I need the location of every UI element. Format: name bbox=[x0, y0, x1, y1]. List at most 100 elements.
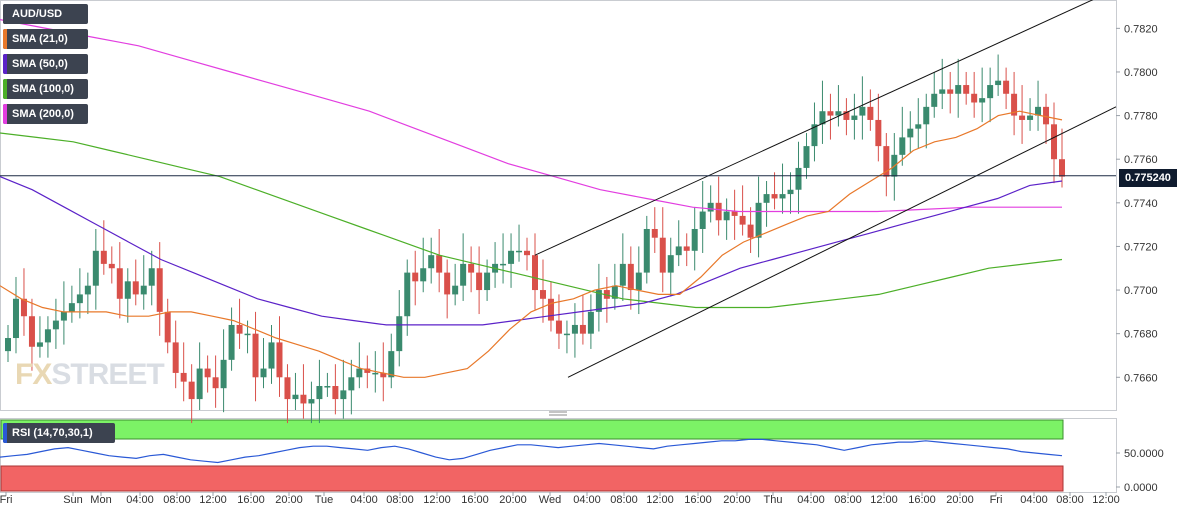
candle-body bbox=[284, 377, 291, 400]
candle-body bbox=[795, 167, 802, 190]
legend-sma-200[interactable]: SMA (200,0) bbox=[3, 104, 88, 124]
candle-body bbox=[579, 324, 586, 334]
candle-body bbox=[204, 368, 211, 378]
sma-100-label: SMA (100,0) bbox=[12, 83, 74, 95]
candle-body bbox=[643, 228, 650, 273]
candle-body bbox=[420, 268, 427, 282]
candle-body bbox=[707, 202, 714, 212]
candle-body bbox=[755, 202, 762, 238]
x-tick-label: 20:00 bbox=[275, 494, 303, 506]
candle-body bbox=[923, 106, 930, 125]
candle-body bbox=[164, 311, 171, 343]
candle-body bbox=[1019, 115, 1026, 120]
candle-body bbox=[428, 255, 435, 269]
candle-body bbox=[539, 290, 546, 299]
x-tick-label: 12:00 bbox=[870, 494, 898, 506]
candle-body bbox=[931, 93, 938, 107]
candle-body bbox=[675, 246, 682, 256]
last-price-tag: 0.775240 bbox=[1119, 169, 1177, 187]
candle-body bbox=[196, 368, 203, 400]
rsi-tick-label: 50.0000 bbox=[1124, 448, 1164, 460]
x-tick-label: 20:00 bbox=[946, 494, 974, 506]
sma-100-line bbox=[0, 132, 1063, 309]
candle-body bbox=[723, 211, 730, 221]
candle-body bbox=[156, 268, 163, 312]
y-tick-label: 0.7820 bbox=[1124, 23, 1158, 35]
candle-body bbox=[627, 263, 634, 291]
x-tick-label: 08:00 bbox=[163, 494, 191, 506]
candle-body bbox=[651, 228, 658, 238]
channel-upper-line bbox=[534, 0, 1094, 256]
rsi-oversold-zone bbox=[0, 465, 1064, 492]
candle-body bbox=[1059, 159, 1065, 177]
sma-200-label: SMA (200,0) bbox=[12, 108, 74, 120]
candle-body bbox=[995, 80, 1002, 86]
x-tick-label: 08:00 bbox=[610, 494, 638, 506]
candle-body bbox=[1035, 106, 1042, 116]
x-tick-label: 16:00 bbox=[461, 494, 489, 506]
rsi-line bbox=[0, 438, 1063, 464]
candle-body bbox=[468, 263, 475, 273]
candle-body bbox=[68, 303, 75, 312]
candle-body bbox=[787, 189, 794, 195]
candle-body bbox=[524, 250, 531, 256]
legend-rsi[interactable]: RSI (14,70,30,1) bbox=[3, 423, 115, 443]
candle-body bbox=[1027, 115, 1034, 120]
candle-body bbox=[516, 250, 523, 253]
x-tick-label: 16:00 bbox=[908, 494, 936, 506]
candle-body bbox=[571, 324, 578, 334]
candle-body bbox=[699, 211, 706, 229]
candle-body bbox=[52, 320, 59, 330]
candle-body bbox=[619, 263, 626, 286]
x-tick-label: Thu bbox=[764, 494, 783, 506]
candle-body bbox=[228, 324, 235, 360]
candle-body bbox=[508, 250, 515, 264]
candle-body bbox=[747, 224, 754, 238]
candle-body bbox=[5, 338, 11, 352]
candle-body bbox=[348, 377, 355, 391]
candle-body bbox=[28, 316, 35, 347]
candle-body bbox=[803, 146, 810, 168]
sma-21-label: SMA (21,0) bbox=[12, 33, 68, 45]
candle-body bbox=[547, 298, 554, 321]
legend-sma-21[interactable]: SMA (21,0) bbox=[3, 29, 88, 49]
x-tick-label: 08:00 bbox=[386, 494, 414, 506]
candle-body bbox=[939, 89, 946, 94]
candle-body bbox=[60, 311, 67, 321]
candle-body bbox=[308, 399, 315, 404]
legend-sma-50[interactable]: SMA (50,0) bbox=[3, 54, 88, 74]
y-tick-label: 0.7800 bbox=[1124, 67, 1158, 79]
candle-body bbox=[476, 272, 483, 291]
candle-body bbox=[1043, 106, 1050, 125]
y-tick-label: 0.7660 bbox=[1124, 372, 1158, 384]
sma-200-line bbox=[0, 19, 1062, 213]
y-tick-label: 0.7700 bbox=[1124, 285, 1158, 297]
candle-body bbox=[148, 268, 155, 286]
x-tick-label: 04:00 bbox=[126, 494, 154, 506]
x-tick-label: 20:00 bbox=[499, 494, 527, 506]
candle-body bbox=[971, 93, 978, 103]
candle-body bbox=[324, 386, 331, 388]
candle-body bbox=[332, 386, 339, 400]
x-tick-label: 12:00 bbox=[199, 494, 227, 506]
candle-body bbox=[587, 311, 594, 334]
candle-body bbox=[172, 342, 179, 373]
legend-sma-100[interactable]: SMA (100,0) bbox=[3, 79, 88, 99]
x-tick-label: 04:00 bbox=[797, 494, 825, 506]
candle-body bbox=[883, 146, 890, 177]
symbol-label[interactable]: AUD/USD bbox=[3, 4, 88, 24]
candle-body bbox=[236, 324, 243, 334]
candle-body bbox=[292, 394, 299, 400]
candle-body bbox=[84, 285, 91, 295]
fxstreet-watermark-logo: FXSTREET bbox=[15, 358, 165, 391]
candle-body bbox=[380, 372, 387, 378]
candle-body bbox=[124, 281, 131, 299]
x-tick-label: Fri bbox=[990, 494, 1003, 506]
x-tick-label: 16:00 bbox=[237, 494, 265, 506]
candle-body bbox=[859, 106, 866, 116]
candle-body bbox=[484, 272, 491, 291]
candle-body bbox=[963, 85, 970, 94]
channel-lower-line bbox=[567, 106, 1117, 378]
y-tick-label: 0.7780 bbox=[1124, 111, 1158, 123]
